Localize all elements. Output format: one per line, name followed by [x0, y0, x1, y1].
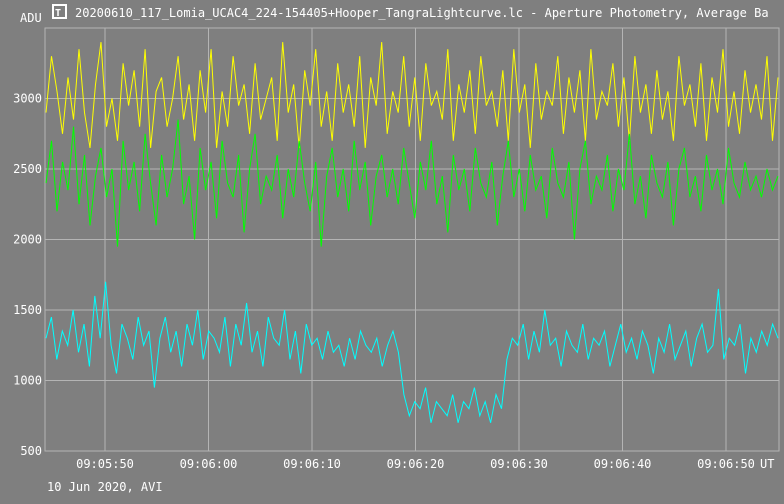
series-line-1 — [45, 119, 779, 247]
grid — [45, 28, 779, 452]
x-tick-label: 09:06:10 — [283, 457, 341, 471]
y-tick-label: 2000 — [13, 233, 42, 247]
title-bar: T 20200610_117_Lomia_UCAC4_224-154405+Ho… — [52, 4, 769, 20]
x-tick-label: 09:05:50 — [76, 457, 134, 471]
series-lines — [45, 42, 779, 423]
x-tick-label: 09:06:30 — [490, 457, 548, 471]
chart-title: 20200610_117_Lomia_UCAC4_224-154405+Hoop… — [75, 6, 769, 20]
y-axis-label: ADU — [20, 11, 42, 25]
series-line-2 — [45, 281, 779, 423]
series-line-0 — [45, 42, 779, 148]
y-tick-label: 1500 — [13, 303, 42, 317]
svg-text:T: T — [55, 8, 61, 19]
y-tick-labels: 500 1000 1500 2000 2500 3000 — [13, 92, 42, 459]
x-tick-label: 09:06:00 — [180, 457, 238, 471]
y-tick-label: 500 — [20, 444, 42, 458]
x-tick-labels: 09:05:50 09:06:00 09:06:10 09:06:20 09:06:30… — [76, 457, 755, 471]
x-tick-label: 09:06:50 — [697, 457, 755, 471]
y-tick-label: 2500 — [13, 162, 42, 176]
x-axis-unit-label: UT — [760, 457, 774, 471]
footer-date: 10 Jun 2020, AVI — [47, 480, 163, 494]
tangra-logo-icon: T — [52, 4, 67, 19]
x-tick-label: 09:06:20 — [387, 457, 445, 471]
plot-frame — [44, 27, 780, 452]
y-tick-label: 1000 — [13, 374, 42, 388]
x-tick-label: 09:06:40 — [594, 457, 652, 471]
y-tick-label: 3000 — [13, 92, 42, 106]
